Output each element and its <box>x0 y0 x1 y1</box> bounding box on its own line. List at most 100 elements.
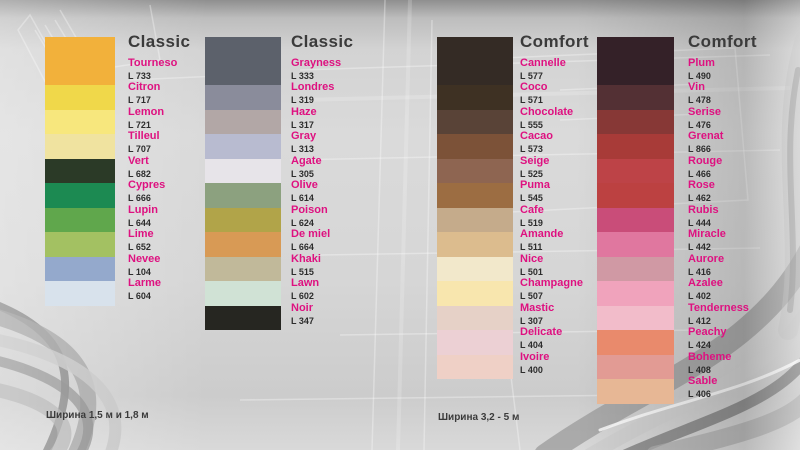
color-code: L 333 <box>291 70 314 81</box>
color-label-row: Grayness L 333 <box>291 57 341 81</box>
color-swatch <box>597 281 674 306</box>
color-swatch <box>45 134 115 159</box>
color-swatch <box>437 109 513 134</box>
palette-header: Comfort <box>520 32 589 51</box>
color-swatch <box>437 256 513 281</box>
color-name: Cacao <box>520 130 554 142</box>
color-name: Citron <box>128 81 161 93</box>
color-label-row: De miel L 664 <box>291 229 330 253</box>
color-swatch <box>205 109 281 134</box>
color-name: Champagne <box>520 277 583 289</box>
swatch-stack <box>205 37 281 330</box>
color-name: Seige <box>520 154 550 167</box>
color-swatch <box>597 207 674 232</box>
color-name: Chocolate <box>520 105 574 118</box>
color-label-row: Seige L 525 <box>520 154 550 179</box>
color-label-row: Coco L 571 <box>520 82 548 106</box>
color-swatch <box>45 207 115 232</box>
color-label-row: Plum L 490 <box>688 56 715 81</box>
color-name: Peachy <box>688 326 727 338</box>
color-label-row: Noir L 347 <box>291 302 314 326</box>
color-label-row: Tourneso L 733 <box>128 56 178 81</box>
color-label-row: Cypres L 666 <box>128 179 166 204</box>
color-label-row: Serise L 476 <box>688 105 722 130</box>
color-label-row: Ivoire L 400 <box>520 351 549 375</box>
color-code: L 347 <box>291 315 314 326</box>
color-name: Puma <box>520 179 550 191</box>
color-label-row: Nevee L 104 <box>128 253 160 277</box>
color-swatch <box>597 109 674 134</box>
color-label-row: Boheme L 408 <box>688 351 731 375</box>
color-label-row: Cannelle L 577 <box>520 57 566 81</box>
color-code: L 571 <box>520 95 543 105</box>
caption-width-classic: Ширина 1,5 м и 1,8 м <box>46 410 149 421</box>
color-code: L 319 <box>291 95 314 105</box>
color-label-row: Lupin L 644 <box>128 204 158 228</box>
color-code: L 416 <box>688 266 711 277</box>
color-code: L 408 <box>688 364 711 375</box>
color-name: Londres <box>291 81 335 93</box>
color-swatch <box>45 109 115 134</box>
color-name: Larme <box>128 277 162 289</box>
color-swatch <box>597 330 674 355</box>
color-name: Sable <box>688 375 718 387</box>
color-code: L 402 <box>688 291 711 301</box>
color-code: L 519 <box>520 217 543 228</box>
color-name: Cypres <box>128 179 166 191</box>
color-swatch <box>205 183 281 208</box>
color-swatch <box>205 134 281 159</box>
palette-header: Classic <box>128 32 191 51</box>
color-swatch <box>45 37 115 85</box>
color-code: L 644 <box>128 217 151 228</box>
color-swatch <box>597 134 674 159</box>
color-code: L 525 <box>520 168 543 179</box>
color-swatch <box>437 281 513 306</box>
swatch-stack <box>597 37 674 404</box>
color-code: L 577 <box>520 70 543 81</box>
color-name: Amande <box>520 228 564 240</box>
swatch-stack <box>437 37 513 379</box>
color-label-row: Amande L 511 <box>520 228 564 253</box>
color-name: Rubis <box>688 203 719 216</box>
color-swatch <box>437 305 513 330</box>
color-name: Tourneso <box>128 56 178 69</box>
color-code: L 307 <box>520 315 543 326</box>
color-swatch <box>437 232 513 257</box>
color-name: Serise <box>688 105 722 118</box>
color-name: Miracle <box>688 228 726 240</box>
color-code: L 462 <box>688 193 711 203</box>
color-code: L 602 <box>291 291 314 301</box>
color-name: Tenderness <box>688 301 749 314</box>
color-label-row: Vert L 682 <box>128 155 151 179</box>
color-label-row: Lime L 652 <box>128 229 154 253</box>
color-code: L 555 <box>520 119 543 130</box>
color-code: L 313 <box>291 144 314 154</box>
color-swatch <box>45 256 115 281</box>
color-code: L 305 <box>291 168 314 179</box>
color-swatch <box>205 158 281 183</box>
color-swatch <box>437 183 513 208</box>
color-code: L 604 <box>128 291 151 301</box>
color-name: Lawn <box>291 277 320 289</box>
color-swatch <box>205 305 281 330</box>
color-code: L 400 <box>520 364 543 375</box>
color-swatch <box>437 207 513 232</box>
color-name: Plum <box>688 56 715 69</box>
color-swatch <box>597 85 674 110</box>
color-code: L 317 <box>291 119 314 130</box>
color-name: Mastic <box>520 301 555 314</box>
color-code: L 404 <box>520 340 543 350</box>
color-name: Haze <box>291 105 317 118</box>
color-code: L 717 <box>128 95 151 105</box>
color-swatch <box>597 183 674 208</box>
color-name: Delicate <box>520 326 563 338</box>
palette-header: Comfort <box>688 32 757 51</box>
color-code: L 652 <box>128 242 151 252</box>
color-label-row: Azalee L 402 <box>688 278 723 302</box>
color-name: Agate <box>291 154 322 167</box>
color-code: L 490 <box>688 70 711 81</box>
color-label-row: Chocolate L 555 <box>520 105 574 130</box>
color-swatch <box>597 379 674 404</box>
